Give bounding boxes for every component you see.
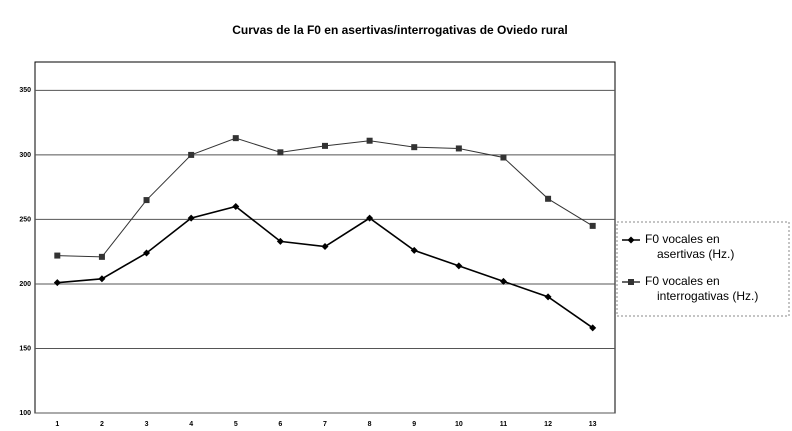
series-line <box>57 205 594 329</box>
y-tick-label: 250 <box>19 216 31 223</box>
marker <box>232 135 239 142</box>
marker <box>589 222 596 229</box>
marker <box>500 154 507 161</box>
marker <box>455 145 462 152</box>
x-tick-label: 2 <box>100 421 104 428</box>
x-tick-label: 10 <box>455 421 463 428</box>
marker <box>544 293 552 301</box>
chart-title: Curvas de la F0 en asertivas/interrogati… <box>232 23 567 37</box>
series-line <box>57 137 593 258</box>
legend-line-1: F0 vocales en <box>645 274 720 288</box>
plot-area <box>34 61 616 414</box>
marker <box>545 195 552 202</box>
marker <box>589 324 597 332</box>
legend-marker <box>627 236 635 244</box>
y-tick-label: 100 <box>19 410 31 417</box>
x-tick-label: 1 <box>55 421 59 428</box>
x-tick-label: 9 <box>412 421 416 428</box>
marker <box>54 252 61 259</box>
marker <box>187 214 195 222</box>
x-tick-label: 4 <box>189 421 193 428</box>
x-tick-label: 8 <box>368 421 372 428</box>
marker <box>53 279 61 287</box>
marker <box>276 237 284 245</box>
marker <box>366 137 373 144</box>
y-tick-label: 350 <box>19 87 31 94</box>
y-tick-label: 300 <box>19 152 31 159</box>
x-tick-label: 5 <box>234 421 238 428</box>
marker <box>143 197 150 204</box>
legend-line-1: F0 vocales en <box>645 232 720 246</box>
marker <box>499 277 507 285</box>
marker <box>410 246 418 254</box>
legend-text: F0 vocales en asertivas (Hz.) <box>645 232 734 261</box>
marker <box>188 151 195 158</box>
marker <box>366 214 374 222</box>
legend-box <box>616 221 790 317</box>
marker <box>98 253 105 260</box>
marker <box>322 142 328 149</box>
marker <box>277 149 284 156</box>
legend-line-2: interrogativas (Hz.) <box>657 289 758 303</box>
marker <box>98 275 106 283</box>
marker <box>455 262 463 270</box>
marker <box>232 203 240 211</box>
marker <box>321 243 329 251</box>
legend-marker <box>628 279 634 285</box>
legend-line-2: asertivas (Hz.) <box>657 247 734 261</box>
x-tick-label: 3 <box>145 421 149 428</box>
x-tick-label: 7 <box>323 421 327 428</box>
x-tick-label: 13 <box>589 421 597 428</box>
y-tick-label: 200 <box>19 281 31 288</box>
x-tick-label: 12 <box>544 421 552 428</box>
marker <box>411 144 418 151</box>
x-tick-label: 6 <box>278 421 282 428</box>
marker <box>143 249 151 257</box>
legend-text: F0 vocales en interrogativas (Hz.) <box>645 274 758 303</box>
y-tick-label: 150 <box>19 345 31 352</box>
x-tick-label: 11 <box>500 421 508 428</box>
